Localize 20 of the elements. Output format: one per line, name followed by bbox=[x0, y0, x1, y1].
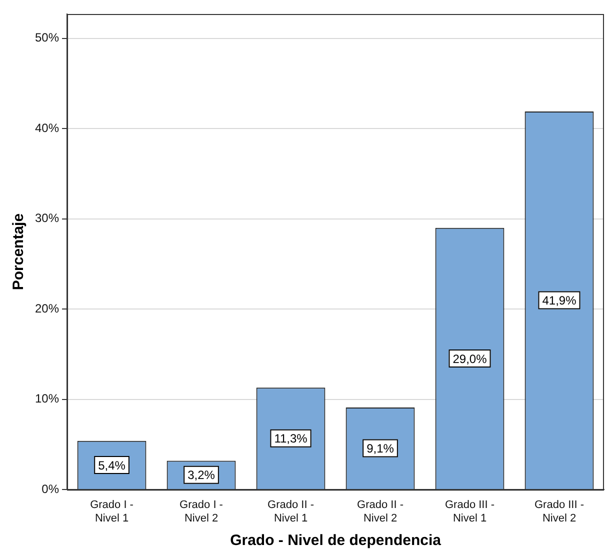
y-tick-label: 20% bbox=[34, 301, 60, 316]
y-tick-label: 40% bbox=[34, 120, 60, 135]
data-label: 41,9% bbox=[542, 294, 577, 308]
x-tick-label: Grado II - Nivel 1 bbox=[268, 499, 314, 524]
y-tick-label: 10% bbox=[34, 392, 60, 406]
y-axis-title: Porcentaje bbox=[10, 213, 28, 290]
y-tick-label: 0% bbox=[42, 482, 60, 496]
y-tick-label: 50% bbox=[34, 30, 60, 45]
x-axis-title: Grado - Nivel de dependencia bbox=[230, 532, 442, 550]
y-tick-label: 30% bbox=[34, 211, 60, 226]
data-label: 9,1% bbox=[366, 442, 394, 456]
x-tick-label: Grado III - Nivel 1 bbox=[444, 499, 495, 524]
x-tick-label: Grado I - Nivel 1 bbox=[90, 499, 134, 524]
x-tick-label: Grado III - Nivel 2 bbox=[534, 499, 584, 524]
data-label: 3,2% bbox=[188, 468, 216, 482]
x-tick-label: Grado II - Nivel 2 bbox=[357, 499, 404, 524]
x-tick-label: Grado I - Nivel 2 bbox=[180, 499, 224, 524]
data-label: 29,0% bbox=[452, 352, 488, 366]
data-label: 11,3% bbox=[274, 432, 308, 446]
data-label: 5,4% bbox=[98, 458, 126, 472]
